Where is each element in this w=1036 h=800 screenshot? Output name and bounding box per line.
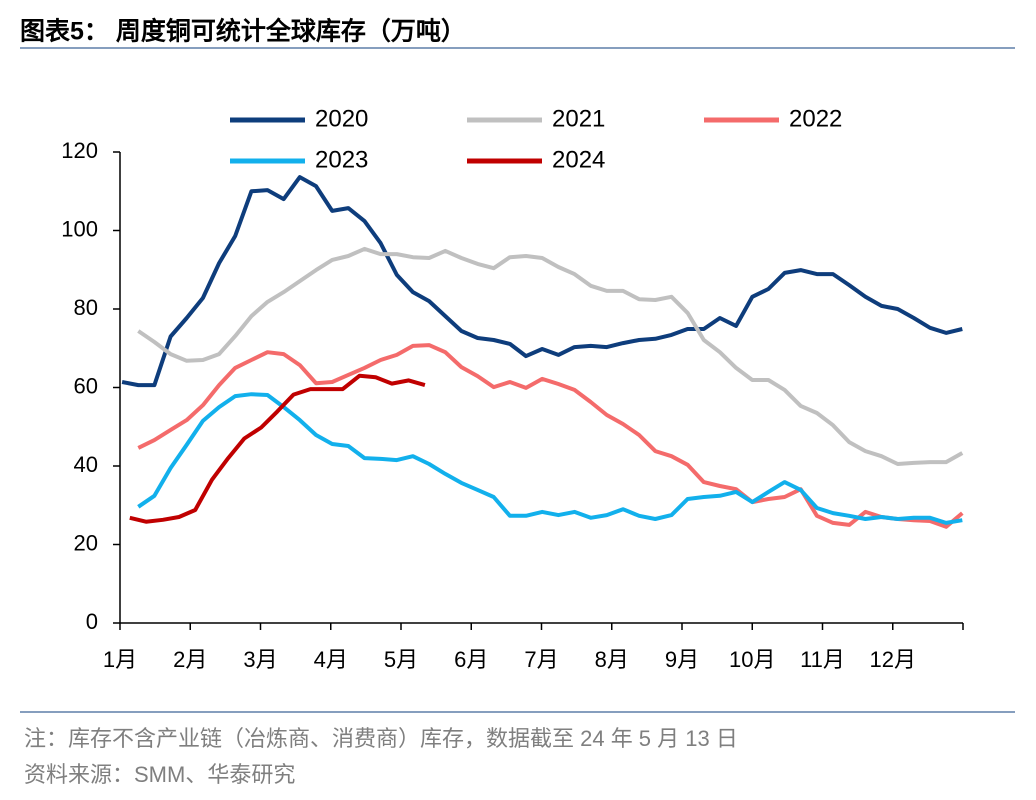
series-line [137, 246, 964, 466]
legend-label: 2020 [315, 105, 368, 132]
y-tick-label: 0 [86, 609, 98, 634]
legend-label: 2022 [789, 105, 842, 132]
x-tick-label: 6月 [454, 647, 488, 672]
note: 注：库存不含产业链（冶炼商、消费商）库存，数据截至 24 年 5 月 13 日 [24, 726, 738, 751]
x-tick-label: 9月 [665, 647, 699, 672]
x-tick-label: 7月 [524, 647, 558, 672]
y-tick-label: 60 [74, 373, 98, 398]
x-tick-label: 2月 [173, 647, 207, 672]
y-tick-label: 100 [61, 216, 98, 241]
x-tick-label: 10月 [729, 647, 775, 672]
legend-label: 2021 [552, 105, 605, 132]
x-tick-label: 8月 [595, 647, 629, 672]
source: 资料来源：SMM、华泰研究 [24, 762, 295, 787]
x-tick-label: 12月 [870, 647, 916, 672]
y-tick-label: 80 [74, 295, 98, 320]
x-tick-label: 1月 [103, 647, 137, 672]
x-tick-label: 4月 [314, 647, 348, 672]
legend-label: 2023 [315, 146, 368, 173]
legend-label: 2024 [552, 146, 605, 173]
series-line [129, 373, 426, 524]
y-tick-label: 120 [61, 138, 98, 163]
x-tick-label: 3月 [243, 647, 277, 672]
x-tick-label: 5月 [384, 647, 418, 672]
x-tick-label: 11月 [800, 647, 845, 672]
series-line [137, 343, 964, 529]
series-line [121, 175, 963, 388]
y-tick-label: 20 [74, 530, 98, 555]
chart-title: 图表5： 周度铜可统计全球库存（万吨） [20, 17, 466, 46]
series-line [137, 392, 963, 525]
y-tick-label: 40 [74, 452, 98, 477]
